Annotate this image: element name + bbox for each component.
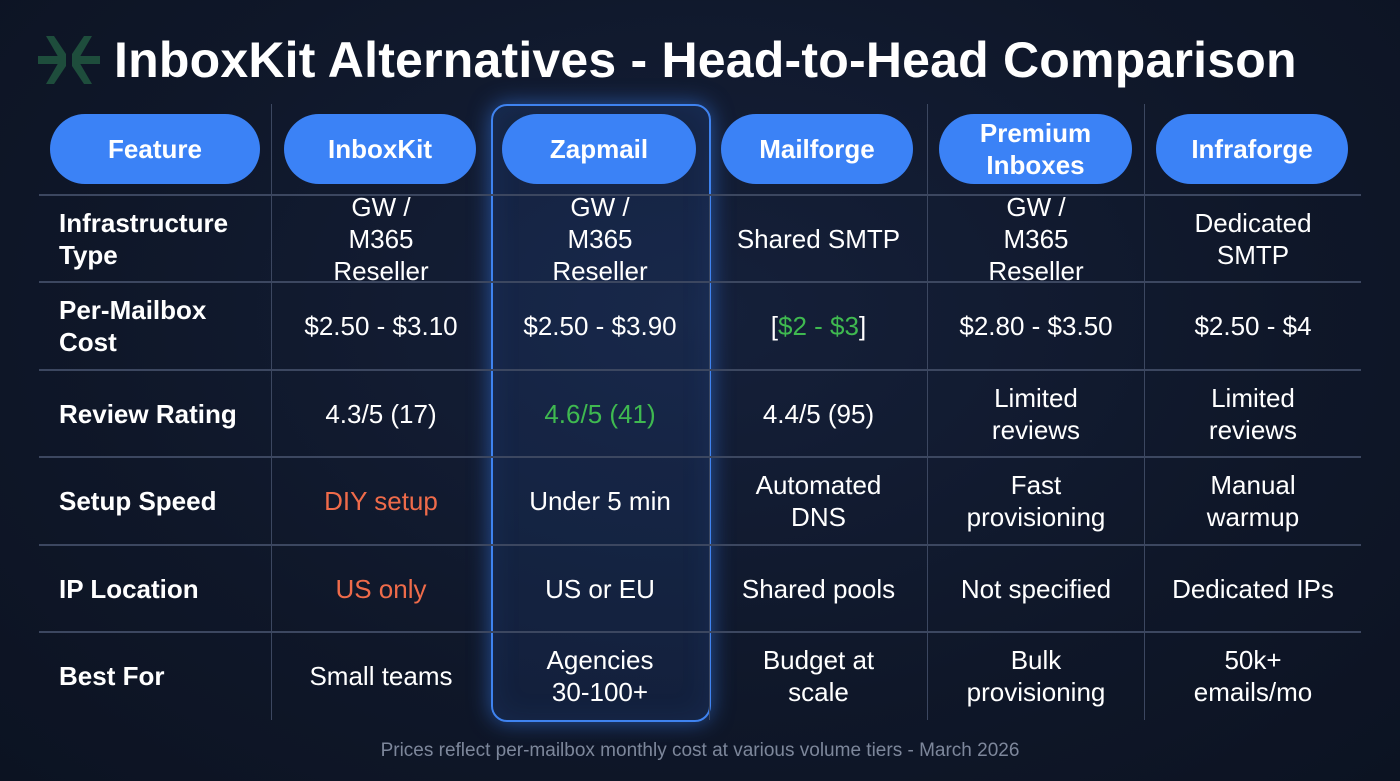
header-infraforge: Infraforge [1156, 114, 1348, 184]
cell-zapmail-rating: 4.6/5 (41) [544, 398, 656, 429]
footnote: Prices reflect per-mailbox monthly cost … [380, 740, 1020, 761]
cell-infraforge-ip: Dedicated IPs [1172, 573, 1334, 604]
row-label-best-for: Best For [59, 661, 165, 691]
row-divider [39, 631, 1361, 633]
cell-infraforge-setup: Manual warmup [1206, 470, 1300, 532]
cell-premium-cost: $2.80 - $3.50 [959, 311, 1113, 341]
cell-inboxkit-rating: 4.3/5 (17) [325, 398, 437, 429]
cell-infraforge-best-for: 50k+ emails/mo [1193, 645, 1313, 707]
cell-infraforge-cost: $2.50 - $4 [1194, 311, 1312, 341]
cell-premium-best-for: Bulk provisioning [966, 645, 1106, 707]
cell-zapmail-ip: US or EU [545, 573, 655, 604]
cell-premium-setup: Fast provisioning [966, 470, 1106, 532]
header-feature: Feature [50, 114, 260, 184]
title-row: InboxKit Alternatives - Head-to-Head Com… [38, 28, 1297, 92]
cell-infraforge-rating: Limited reviews [1208, 382, 1298, 445]
row-label-review-rating: Review Rating [59, 398, 237, 429]
cell-inboxkit-infrastructure: GW / M365 Reseller [333, 191, 429, 286]
cell-mailforge-best-for: Budget at scale [762, 645, 875, 707]
header-mailforge: Mailforge [721, 114, 913, 184]
cell-mailforge-rating: 4.4/5 (95) [762, 398, 875, 429]
cell-mailforge-ip: Shared pools [741, 573, 896, 604]
highlighted-column-zapmail [491, 104, 711, 722]
row-label-per-mailbox-cost: Per-Mailbox Cost [59, 295, 207, 357]
row-divider [39, 369, 1361, 371]
cell-inboxkit-best-for: Small teams [309, 661, 453, 691]
cell-zapmail-infrastructure: GW / M365 Reseller [552, 191, 648, 286]
row-label-setup-speed: Setup Speed [59, 486, 217, 516]
cell-inboxkit-ip: US only [335, 573, 427, 604]
header-inboxkit: InboxKit [284, 114, 476, 184]
row-label-ip-location: IP Location [59, 573, 199, 604]
header-premium-inboxes: Premium Inboxes [939, 114, 1132, 184]
row-divider [39, 281, 1361, 283]
cell-inboxkit-cost: $2.50 - $3.10 [304, 311, 458, 341]
bracket-close: ] [858, 311, 867, 341]
cell-mailforge-setup: Automated DNS [755, 470, 882, 532]
page-title: InboxKit Alternatives - Head-to-Head Com… [114, 32, 1297, 88]
row-label-infrastructure-type: Infrastructure Type [59, 207, 229, 270]
cell-mailforge-cost: [$2 - $3] [710, 283, 927, 369]
row-divider [39, 194, 1361, 196]
row-divider [39, 456, 1361, 458]
header-zapmail: Zapmail [502, 114, 696, 184]
column-divider [927, 104, 928, 720]
cell-premium-rating: Limited reviews [991, 382, 1081, 445]
cell-zapmail-best-for: Agencies 30-100+ [546, 645, 654, 707]
cell-premium-ip: Not specified [960, 573, 1112, 604]
cell-infraforge-infrastructure: Dedicated SMTP [1194, 207, 1312, 270]
cell-zapmail-cost: $2.50 - $3.90 [523, 311, 677, 341]
cell-zapmail-setup: Under 5 min [529, 486, 671, 516]
cell-mailforge-infrastructure: Shared SMTP [736, 223, 901, 254]
column-divider [709, 196, 710, 720]
arrows-converge-icon [38, 36, 100, 84]
cell-inboxkit-setup: DIY setup [324, 486, 438, 516]
column-divider [1144, 104, 1145, 720]
row-divider [39, 544, 1361, 546]
comparison-table: Feature InboxKit Zapmail Mailforge Premi… [39, 104, 1361, 722]
mailforge-cost-value: $2 - $3 [778, 311, 859, 341]
column-divider [271, 104, 272, 720]
cell-premium-infrastructure: GW / M365 Reseller [988, 191, 1084, 286]
bracket-open: [ [770, 311, 779, 341]
